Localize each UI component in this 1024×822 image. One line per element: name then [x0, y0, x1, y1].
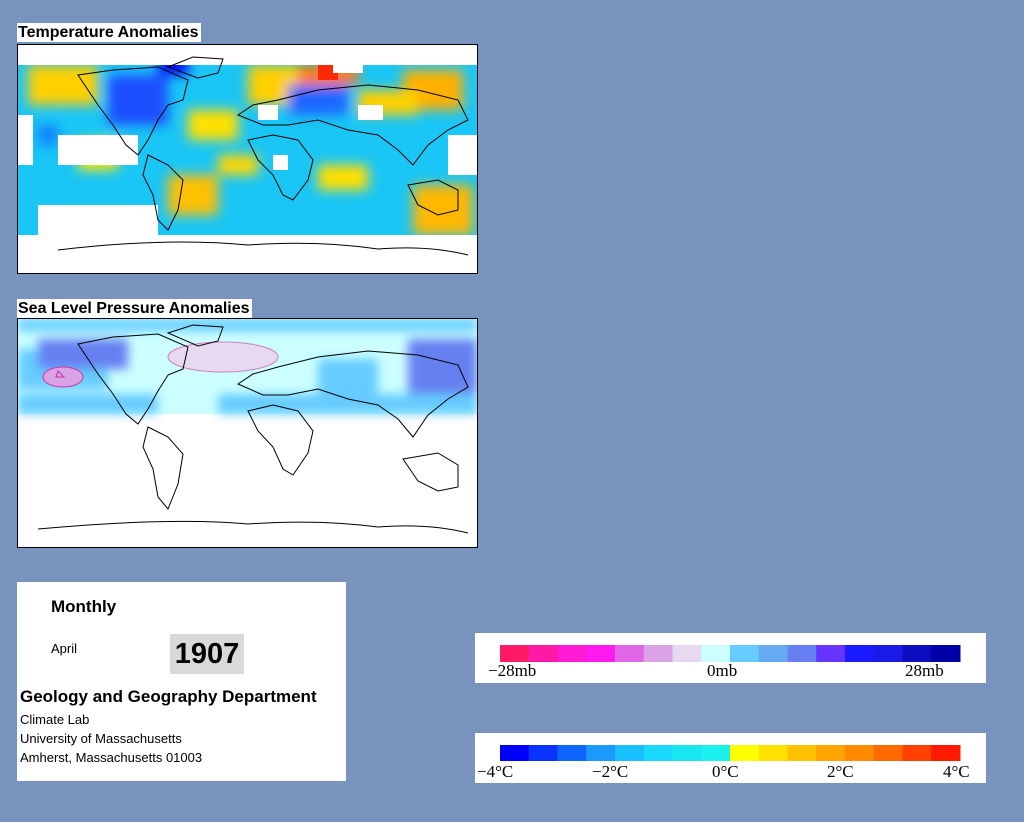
pressure-swatch [672, 645, 702, 662]
temperature-swatch [931, 745, 961, 761]
pressure-swatch [557, 645, 587, 662]
pressure-swatch [873, 645, 903, 662]
year-label: 1907 [170, 634, 244, 674]
temperature-anomaly-map [17, 44, 478, 274]
info-panel: Monthly April 1907 Geology and Geography… [17, 582, 346, 781]
temperature-tick-pos4: 4°C [943, 762, 970, 781]
pressure-legend: −28mb 0mb 28mb [475, 633, 986, 683]
pressure-tick-max: 28mb [905, 661, 944, 680]
pressure-swatch [730, 645, 760, 662]
temperature-swatch [902, 745, 932, 761]
pressure-swatch [758, 645, 788, 662]
pressure-swatch [787, 645, 817, 662]
pressure-swatch [931, 645, 961, 662]
temperature-tick-pos2: 2°C [827, 762, 854, 781]
temperature-swatch [557, 745, 587, 761]
temperature-swatch [672, 745, 702, 761]
pressure-swatch [701, 645, 731, 662]
temperature-swatch [615, 745, 645, 761]
pressure-swatch [528, 645, 558, 662]
pressure-tick-zero: 0mb [707, 661, 737, 680]
temperature-map-title: Temperature Anomalies [17, 23, 201, 42]
department-label: Geology and Geography Department [20, 687, 317, 706]
temperature-tick-neg4: −4°C [477, 762, 513, 781]
temperature-color-bar [500, 745, 961, 761]
month-label: April [51, 641, 78, 656]
university-label: University of Massachusetts [20, 731, 182, 746]
coastline-outline [37, 324, 469, 534]
period-label: Monthly [51, 597, 117, 616]
pressure-swatch [816, 645, 846, 662]
pressure-map-title: Sea Level Pressure Anomalies [17, 299, 252, 318]
temperature-tick-zero: 0°C [712, 762, 739, 781]
pressure-color-bar [500, 645, 961, 662]
pressure-swatch [643, 645, 673, 662]
temperature-field [18, 45, 477, 273]
pressure-swatch [845, 645, 875, 662]
pressure-swatch [902, 645, 932, 662]
temperature-swatch [787, 745, 817, 761]
pressure-swatch [500, 645, 530, 662]
temperature-swatch [528, 745, 558, 761]
temperature-legend: −4°C −2°C 0°C 2°C 4°C [475, 733, 986, 783]
coastline-outline [57, 56, 469, 256]
pressure-anomaly-map [17, 318, 478, 548]
pressure-swatch [615, 645, 645, 662]
pressure-field [18, 319, 477, 414]
lab-label: Climate Lab [20, 712, 90, 727]
address-label: Amherst, Massachusetts 01003 [20, 750, 203, 765]
temperature-swatch [816, 745, 846, 761]
pressure-swatch [586, 645, 616, 662]
temperature-swatch [643, 745, 673, 761]
temperature-swatch [701, 745, 731, 761]
temperature-tick-neg2: −2°C [592, 762, 628, 781]
temperature-swatch [730, 745, 760, 761]
temperature-swatch [845, 745, 875, 761]
pressure-tick-min: −28mb [488, 661, 536, 680]
temperature-swatch [500, 745, 530, 761]
temperature-swatch [586, 745, 616, 761]
temperature-swatch [758, 745, 788, 761]
temperature-swatch [873, 745, 903, 761]
